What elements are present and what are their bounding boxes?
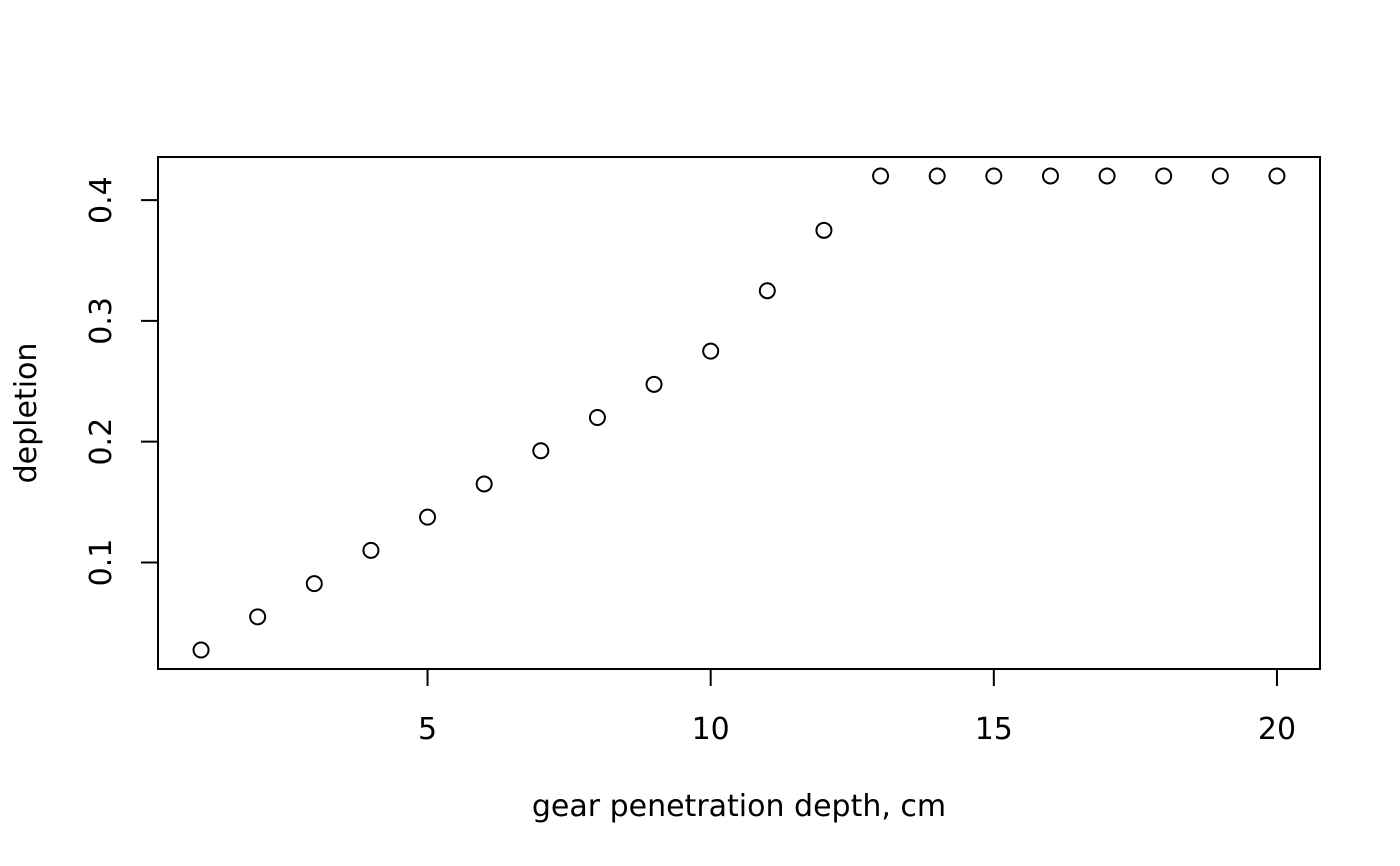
y-axis-label: depletion xyxy=(9,343,44,484)
x-tick-label: 15 xyxy=(975,712,1013,747)
x-tick-label: 10 xyxy=(692,712,730,747)
data-point xyxy=(1268,167,1286,185)
y-tick-label: 0.2 xyxy=(84,418,119,466)
data-point xyxy=(305,575,323,593)
data-point xyxy=(475,475,493,493)
y-tick-label: 0.1 xyxy=(84,539,119,587)
data-point xyxy=(532,442,550,460)
x-tick-label: 20 xyxy=(1258,712,1296,747)
y-tick-label: 0.3 xyxy=(84,297,119,345)
y-axis: 0.1 0.2 0.3 0.4 xyxy=(84,176,159,587)
data-point xyxy=(815,221,833,239)
x-axis: 5 10 15 20 xyxy=(418,668,1296,747)
data-point xyxy=(872,167,890,185)
x-tick-label: 5 xyxy=(418,712,437,747)
data-point xyxy=(758,282,776,300)
data-point xyxy=(588,409,606,427)
data-point xyxy=(1098,167,1116,185)
data-point xyxy=(928,167,946,185)
data-point xyxy=(645,375,663,393)
data-point xyxy=(1211,167,1229,185)
data-point xyxy=(1041,167,1059,185)
data-point xyxy=(985,167,1003,185)
data-point xyxy=(192,641,210,659)
data-point xyxy=(362,541,380,559)
x-axis-label: gear penetration depth, cm xyxy=(532,789,946,824)
data-point xyxy=(702,342,720,360)
data-point xyxy=(1155,167,1173,185)
plot-frame xyxy=(157,156,1321,670)
data-points xyxy=(192,167,1286,659)
y-tick-label: 0.4 xyxy=(84,176,119,224)
data-point xyxy=(419,508,437,526)
data-point xyxy=(249,608,267,626)
